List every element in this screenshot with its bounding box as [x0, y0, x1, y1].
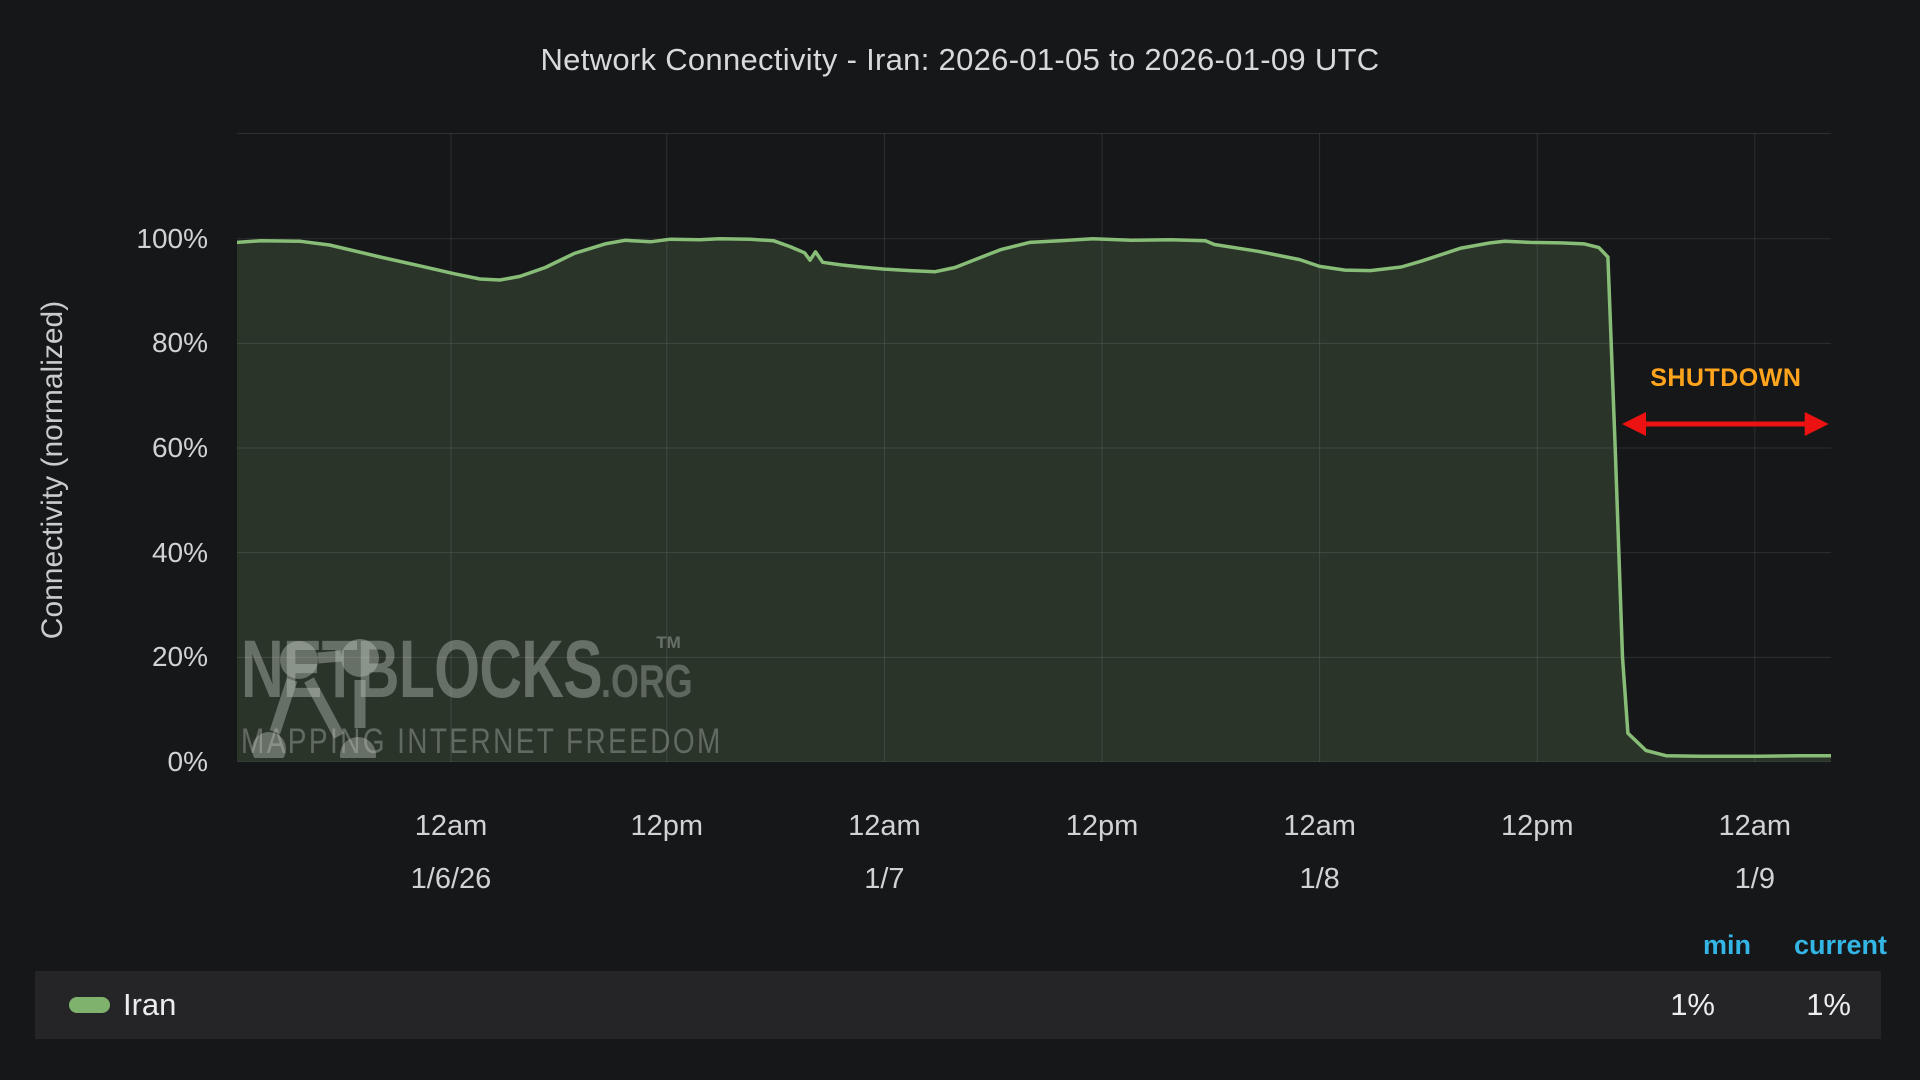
legend-header-current[interactable]: current [1793, 930, 1887, 960]
iran-min-value: 1% [1670, 987, 1715, 1022]
iran-series-label[interactable]: Iran [123, 987, 177, 1022]
chart-plot-area: NETBLOCKS TM .ORG MAPPING INTERNET FREED… [237, 133, 1831, 762]
y-tick-label: 80% [151, 327, 208, 359]
iran-series-line [237, 236, 1831, 758]
y-tick-label: 0% [167, 746, 208, 777]
legend-header-min[interactable]: min [1702, 930, 1751, 960]
x-tick-time-label: 12pm [630, 810, 704, 842]
iran-series-swatch [69, 997, 110, 1013]
series-area-fill [237, 238, 1831, 762]
x-tick-time-label: 12am [1718, 810, 1792, 842]
legend-row-iran: Iran 1% 1% [35, 971, 1881, 1039]
legend-headers: min current [0, 930, 1920, 962]
y-tick-label: 60% [151, 432, 208, 464]
x-tick-time-label: 12am [848, 810, 921, 842]
iran-current-value: 1% [1806, 987, 1851, 1022]
x-tick-time-label: 12pm [1065, 810, 1139, 842]
x-tick-date-label: 1/7 [864, 863, 905, 895]
iran-area-fill [237, 238, 1831, 762]
y-tick-label: 20% [151, 641, 208, 673]
x-tick-time-label: 12am [414, 810, 488, 842]
chart-grid-and-line [237, 133, 1831, 762]
x-tick-date-label: 1/6/26 [410, 863, 492, 895]
y-tick-label: 40% [151, 536, 208, 568]
x-tick-date-label: 1/9 [1734, 863, 1775, 895]
page-title: Network Connectivity - Iran: 2026-01-05 … [540, 42, 1380, 77]
x-tick-date-label: 1/8 [1299, 863, 1340, 895]
y-tick-label: 100% [136, 222, 208, 254]
x-tick-time-label: 12am [1283, 810, 1356, 842]
x-tick-time-label: 12pm [1500, 810, 1574, 842]
